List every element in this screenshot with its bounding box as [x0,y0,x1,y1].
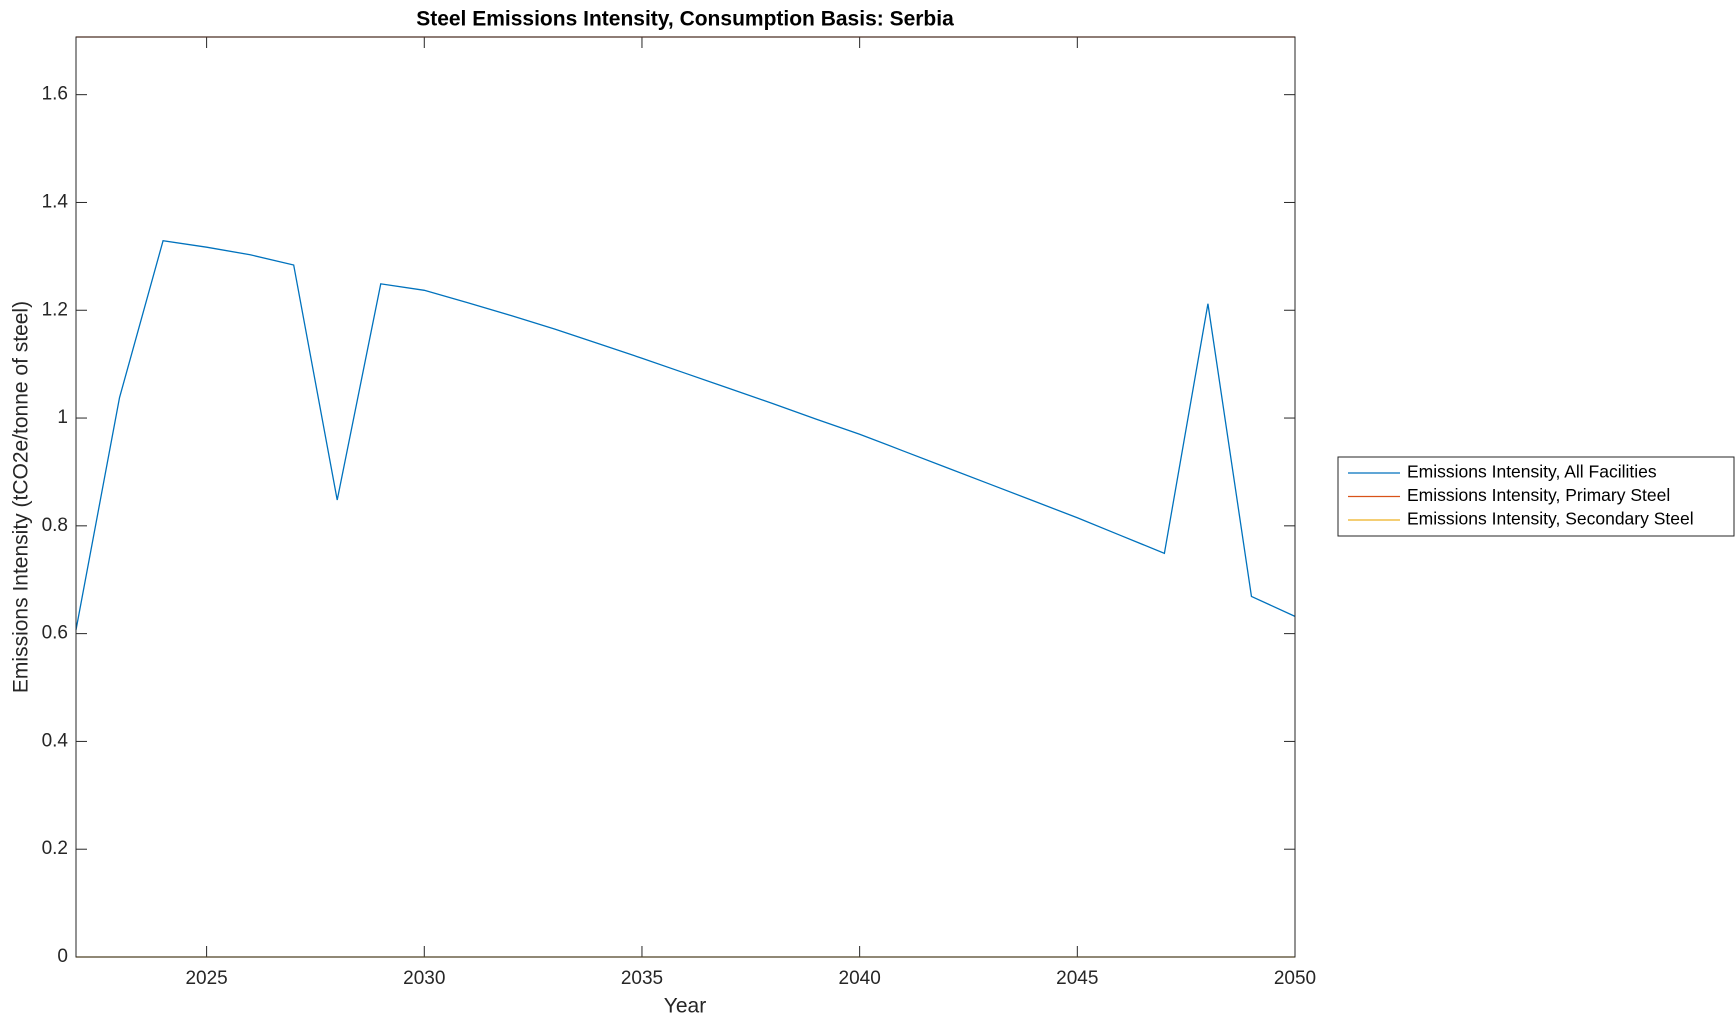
y-tick-label: 1.2 [42,299,68,320]
y-axis-label: Emissions Intensity (tCO2e/tonne of stee… [10,301,33,693]
y-tick-label: 0.8 [42,515,68,536]
x-tick-label: 2040 [839,968,881,989]
x-tick-label: 2045 [1056,968,1098,989]
legend-label: Emissions Intensity, Primary Steel [1407,485,1670,505]
plot-area [76,37,1295,957]
series-line [75,240,1296,630]
y-tick-label: 1 [57,407,68,428]
y-tick-label: 0 [57,946,68,967]
legend-box [1337,456,1735,537]
x-tick-label: 2025 [185,968,227,989]
y-tick-label: 0.6 [42,623,68,644]
chart-title: Steel Emissions Intensity, Consumption B… [416,8,954,31]
y-tick-label: 1.6 [42,84,68,105]
y-tick-label: 0.2 [42,838,68,859]
legend-label: Emissions Intensity, All Facilities [1407,462,1657,482]
legend-label: Emissions Intensity, Secondary Steel [1407,509,1694,529]
y-tick-label: 0.4 [42,730,69,751]
axes-box [75,36,1296,958]
x-tick-label: 2030 [403,968,445,989]
x-tick-label: 2035 [621,968,663,989]
y-tick-label: 1.4 [42,191,69,212]
x-axis-label: Year [664,995,706,1018]
x-tick-label: 2050 [1274,968,1316,989]
